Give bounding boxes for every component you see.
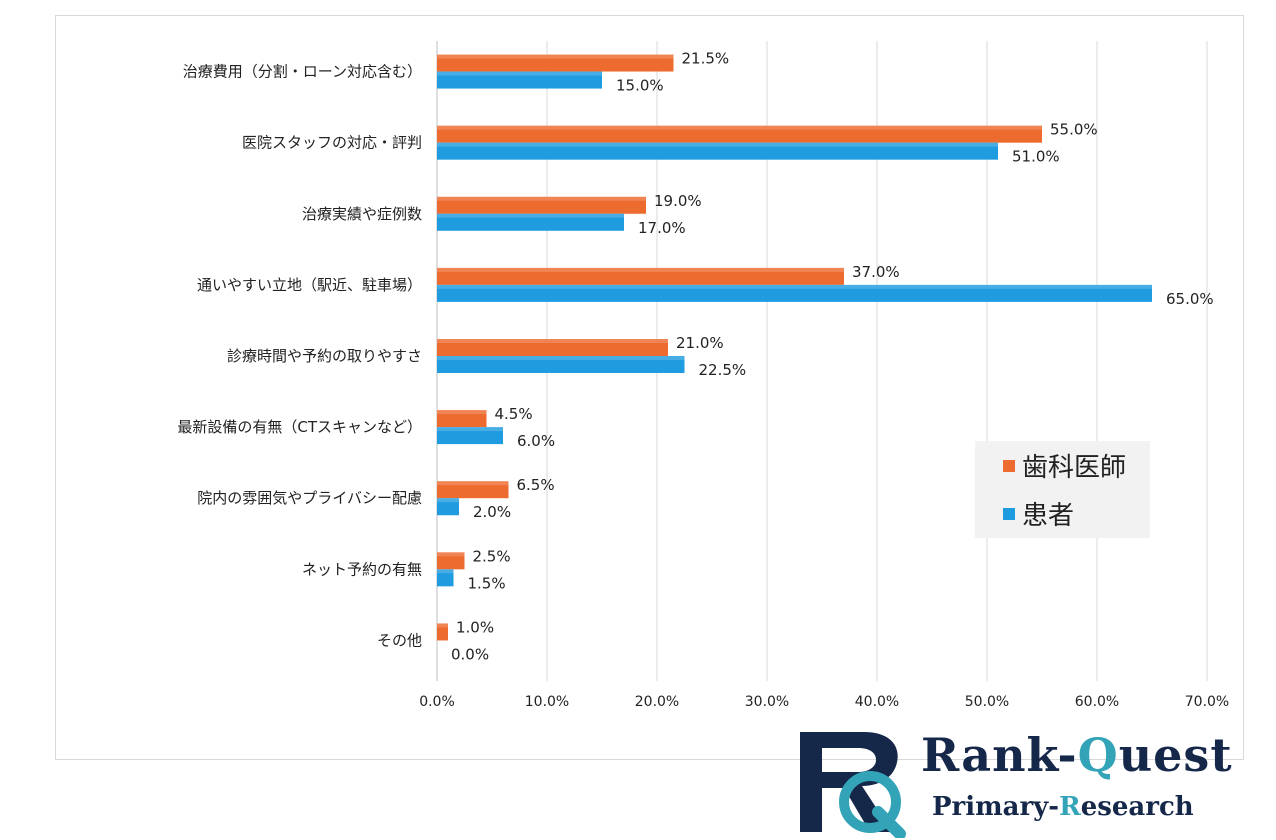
data-label-dentist: 55.0% — [1050, 121, 1098, 139]
bar-dentist — [437, 623, 448, 641]
bar-dentist — [437, 339, 668, 356]
bar-highlight — [437, 410, 487, 415]
bar-dentist — [437, 410, 487, 428]
bar-patient — [437, 427, 503, 445]
bar-patient — [437, 569, 454, 587]
x-tick-label: 60.0% — [1075, 694, 1119, 710]
data-label-patient: 15.0% — [616, 77, 664, 95]
bar-highlight — [437, 284, 1152, 289]
bar-patient — [437, 356, 685, 373]
legend-box — [975, 441, 1150, 538]
category-label: 診療時間や予約の取りやすさ — [227, 347, 422, 365]
x-tick-label: 70.0% — [1185, 694, 1229, 710]
data-label-patient: 17.0% — [638, 219, 686, 237]
bar-dentist — [437, 481, 509, 499]
bar-patient — [437, 284, 1152, 302]
logo-brand-text: Rank-Quest — [921, 728, 1233, 782]
bar-highlight — [437, 267, 844, 272]
data-labels: 21.5% 15.0% 55.0% 51.0% 19.0% 17.0% 37.0% 65.0%… — [451, 50, 1214, 664]
bar-highlight — [437, 71, 602, 76]
chart-frame: 0.0% 10.0% 20.0% 30.0% 40.0% 50.0% 60.0% 70.0% … — [55, 15, 1244, 760]
bars — [437, 54, 1152, 641]
data-label-patient: 0.0% — [451, 645, 489, 663]
x-tick-label: 40.0% — [855, 694, 899, 710]
rq-emblem-icon — [800, 732, 906, 838]
bar-highlight — [437, 481, 509, 486]
bar-chart: 0.0% 10.0% 20.0% 30.0% 40.0% 50.0% 60.0% 70.0% … — [177, 41, 1229, 710]
data-label-dentist: 37.0% — [852, 263, 900, 281]
bar-patient — [437, 142, 998, 160]
bar-highlight — [437, 427, 503, 432]
bar-highlight — [437, 54, 674, 59]
category-label: 最新設備の有無（CTスキャンなど） — [177, 418, 422, 436]
legend-label-patient: 患者 — [1022, 501, 1074, 531]
x-axis-ticks: 0.0% 10.0% 20.0% 30.0% 40.0% 50.0% 60.0% 70.0% — [419, 694, 1229, 710]
data-label-patient: 51.0% — [1012, 148, 1060, 166]
data-label-patient: 1.5% — [468, 574, 506, 592]
legend: 歯科医師 患者 — [975, 441, 1150, 538]
logo-subtitle: Primary-Research — [932, 792, 1194, 822]
rank-quest-logo: Rank-Quest Primary-Research — [792, 726, 1262, 838]
bar-highlight — [437, 339, 668, 343]
bar-highlight — [437, 213, 624, 218]
y-axis-categories: 治療費用（分割・ローン対応含む） 医院スタッフの対応・評判治療実績や症例数通いやす… — [177, 63, 422, 650]
bar-highlight — [437, 196, 646, 201]
data-label-dentist: 21.0% — [676, 334, 724, 352]
x-tick-label: 0.0% — [419, 694, 455, 710]
data-label-patient: 2.0% — [473, 503, 511, 521]
bar-highlight — [437, 142, 998, 147]
x-tick-label: 20.0% — [635, 694, 679, 710]
x-tick-label: 50.0% — [965, 694, 1009, 710]
data-label-dentist: 6.5% — [517, 476, 555, 494]
legend-swatch-patient — [1003, 508, 1015, 520]
bar-highlight — [437, 552, 465, 557]
data-label-patient: 65.0% — [1166, 290, 1214, 308]
bar-highlight — [437, 125, 1042, 130]
data-label-dentist: 4.5% — [495, 405, 533, 423]
bar-dentist — [437, 552, 465, 570]
category-label: 治療費用（分割・ローン対応含む） — [183, 63, 422, 81]
data-label-dentist: 2.5% — [473, 547, 511, 565]
bar-patient — [437, 213, 624, 231]
data-label-patient: 6.0% — [517, 432, 555, 450]
bar-highlight — [437, 623, 448, 628]
data-label-dentist: 1.0% — [456, 618, 494, 636]
category-label: 通いやすい立地（駅近、駐車場） — [197, 276, 422, 294]
bar-dentist — [437, 267, 844, 285]
category-label: ネット予約の有無 — [302, 560, 422, 578]
data-label-dentist: 21.5% — [682, 50, 730, 68]
category-label: 院内の雰囲気やプライバシー配慮 — [197, 489, 422, 507]
legend-swatch-dentist — [1003, 460, 1015, 472]
bar-dentist — [437, 196, 646, 214]
bar-patient — [437, 71, 602, 89]
bar-dentist — [437, 125, 1042, 143]
x-tick-label: 10.0% — [525, 694, 569, 710]
bar-highlight — [437, 356, 685, 360]
category-label: その他 — [377, 631, 422, 649]
bar-highlight — [437, 569, 454, 574]
category-label: 治療実績や症例数 — [302, 205, 422, 223]
bar-patient — [437, 498, 459, 516]
x-tick-label: 30.0% — [745, 694, 789, 710]
category-label: 医院スタッフの対応・評判 — [242, 134, 422, 152]
data-label-dentist: 19.0% — [654, 192, 702, 210]
bar-dentist — [437, 54, 674, 72]
bar-highlight — [437, 498, 459, 503]
legend-label-dentist: 歯科医師 — [1022, 453, 1126, 483]
data-label-patient: 22.5% — [699, 361, 747, 379]
